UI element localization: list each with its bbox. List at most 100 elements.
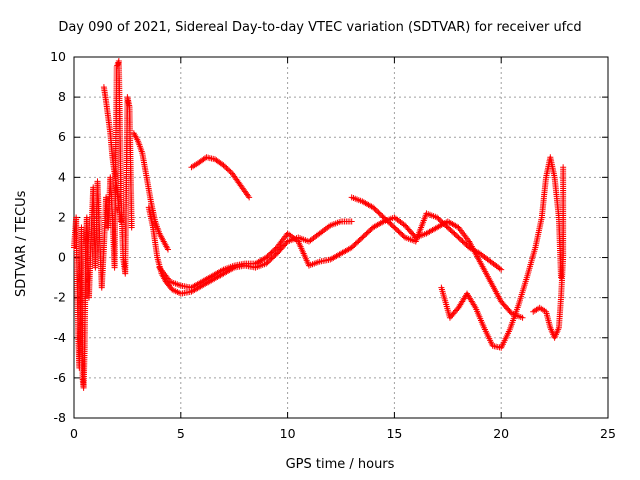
- data-point: [448, 228, 455, 235]
- y-tick-label: 4: [58, 169, 66, 184]
- data-point: [398, 230, 405, 237]
- data-point: [390, 223, 397, 230]
- y-tick-label: -2: [54, 290, 66, 305]
- series-arc-6: [188, 154, 253, 201]
- data-point: [269, 248, 276, 255]
- y-tick-label: -8: [54, 410, 67, 425]
- data-point: [460, 239, 467, 246]
- data-point: [374, 208, 381, 215]
- data-point: [355, 238, 362, 245]
- series-band-upper: [130, 130, 171, 253]
- data-point: [269, 254, 276, 261]
- data-point: [386, 219, 393, 226]
- x-axis-label: GPS time / hours: [285, 457, 395, 472]
- data-points: [71, 58, 567, 391]
- data-point: [348, 218, 355, 225]
- data-point: [372, 206, 379, 213]
- data-point: [272, 245, 279, 252]
- data-point: [442, 221, 449, 228]
- series-early-spikes: [71, 58, 135, 391]
- data-point: [268, 255, 275, 262]
- data-point: [220, 162, 227, 169]
- data-point: [264, 259, 271, 266]
- data-point: [348, 244, 355, 251]
- x-tick-label: 15: [386, 426, 402, 441]
- grid-lines: [74, 57, 608, 418]
- data-point: [387, 220, 394, 227]
- data-point: [451, 230, 458, 237]
- data-point: [366, 228, 373, 235]
- plot-frame: [73, 56, 609, 419]
- data-point: [456, 235, 463, 242]
- data-point: [265, 258, 272, 265]
- x-tick-label: 25: [600, 426, 616, 441]
- data-point: [350, 243, 357, 250]
- data-point: [375, 209, 382, 216]
- y-tick-label: 0: [58, 250, 66, 265]
- data-point: [434, 214, 441, 221]
- data-point: [388, 221, 395, 228]
- y-tick-label: 10: [50, 49, 66, 64]
- data-point: [439, 219, 446, 226]
- data-point: [558, 274, 565, 281]
- data-point: [358, 235, 365, 242]
- axis-ticks: 0 5 10 15 20 25 -8 -6 -4 -2 0 2 4 6 8 10: [50, 49, 616, 441]
- data-point: [263, 254, 270, 261]
- data-point: [359, 234, 366, 241]
- data-point: [459, 238, 466, 245]
- data-point: [351, 242, 358, 249]
- data-point: [519, 314, 526, 321]
- data-point: [354, 239, 361, 246]
- data-point: [226, 167, 233, 174]
- series-peak-08: [100, 84, 124, 225]
- data-point: [447, 226, 454, 233]
- series-cluster-14-19: [348, 194, 505, 273]
- data-point: [271, 253, 278, 260]
- data-point: [267, 250, 274, 257]
- data-point: [370, 204, 377, 211]
- data-point: [458, 237, 465, 244]
- data-point: [224, 166, 231, 173]
- data-point: [360, 233, 367, 240]
- x-tick-label: 20: [493, 426, 509, 441]
- data-point: [380, 214, 387, 221]
- data-point: [352, 240, 359, 247]
- data-point: [246, 194, 253, 201]
- data-point: [399, 231, 406, 238]
- data-point: [444, 224, 451, 231]
- data-point: [265, 252, 272, 259]
- data-point: [267, 256, 274, 263]
- y-tick-label: 8: [58, 89, 66, 104]
- data-point: [117, 218, 124, 225]
- data-point: [391, 224, 398, 231]
- data-point: [164, 246, 171, 253]
- data-point: [271, 247, 278, 254]
- data-point: [462, 240, 469, 247]
- data-point: [400, 233, 407, 240]
- data-point: [356, 237, 363, 244]
- data-point: [395, 228, 402, 235]
- data-point: [114, 61, 121, 68]
- data-point: [443, 223, 450, 230]
- x-tick-label: 10: [280, 426, 296, 441]
- data-point: [396, 229, 403, 236]
- data-point: [440, 220, 447, 227]
- data-point: [382, 215, 389, 222]
- data-point: [223, 164, 230, 171]
- data-point: [498, 266, 505, 273]
- y-axis-label: SDTVAR / TECUs: [14, 190, 29, 297]
- data-point: [378, 211, 385, 218]
- data-point: [128, 224, 135, 231]
- data-point: [367, 226, 374, 233]
- data-point: [435, 215, 442, 222]
- data-point: [364, 229, 371, 236]
- data-point: [384, 218, 391, 225]
- series-band-mid: [156, 214, 526, 321]
- data-point: [268, 249, 275, 256]
- data-point: [263, 260, 270, 267]
- chart-title: Day 090 of 2021, Sidereal Day-to-day VTE…: [58, 20, 582, 35]
- data-point: [392, 225, 399, 232]
- x-tick-label: 0: [70, 426, 78, 441]
- y-tick-label: 6: [58, 129, 66, 144]
- data-point: [383, 216, 390, 223]
